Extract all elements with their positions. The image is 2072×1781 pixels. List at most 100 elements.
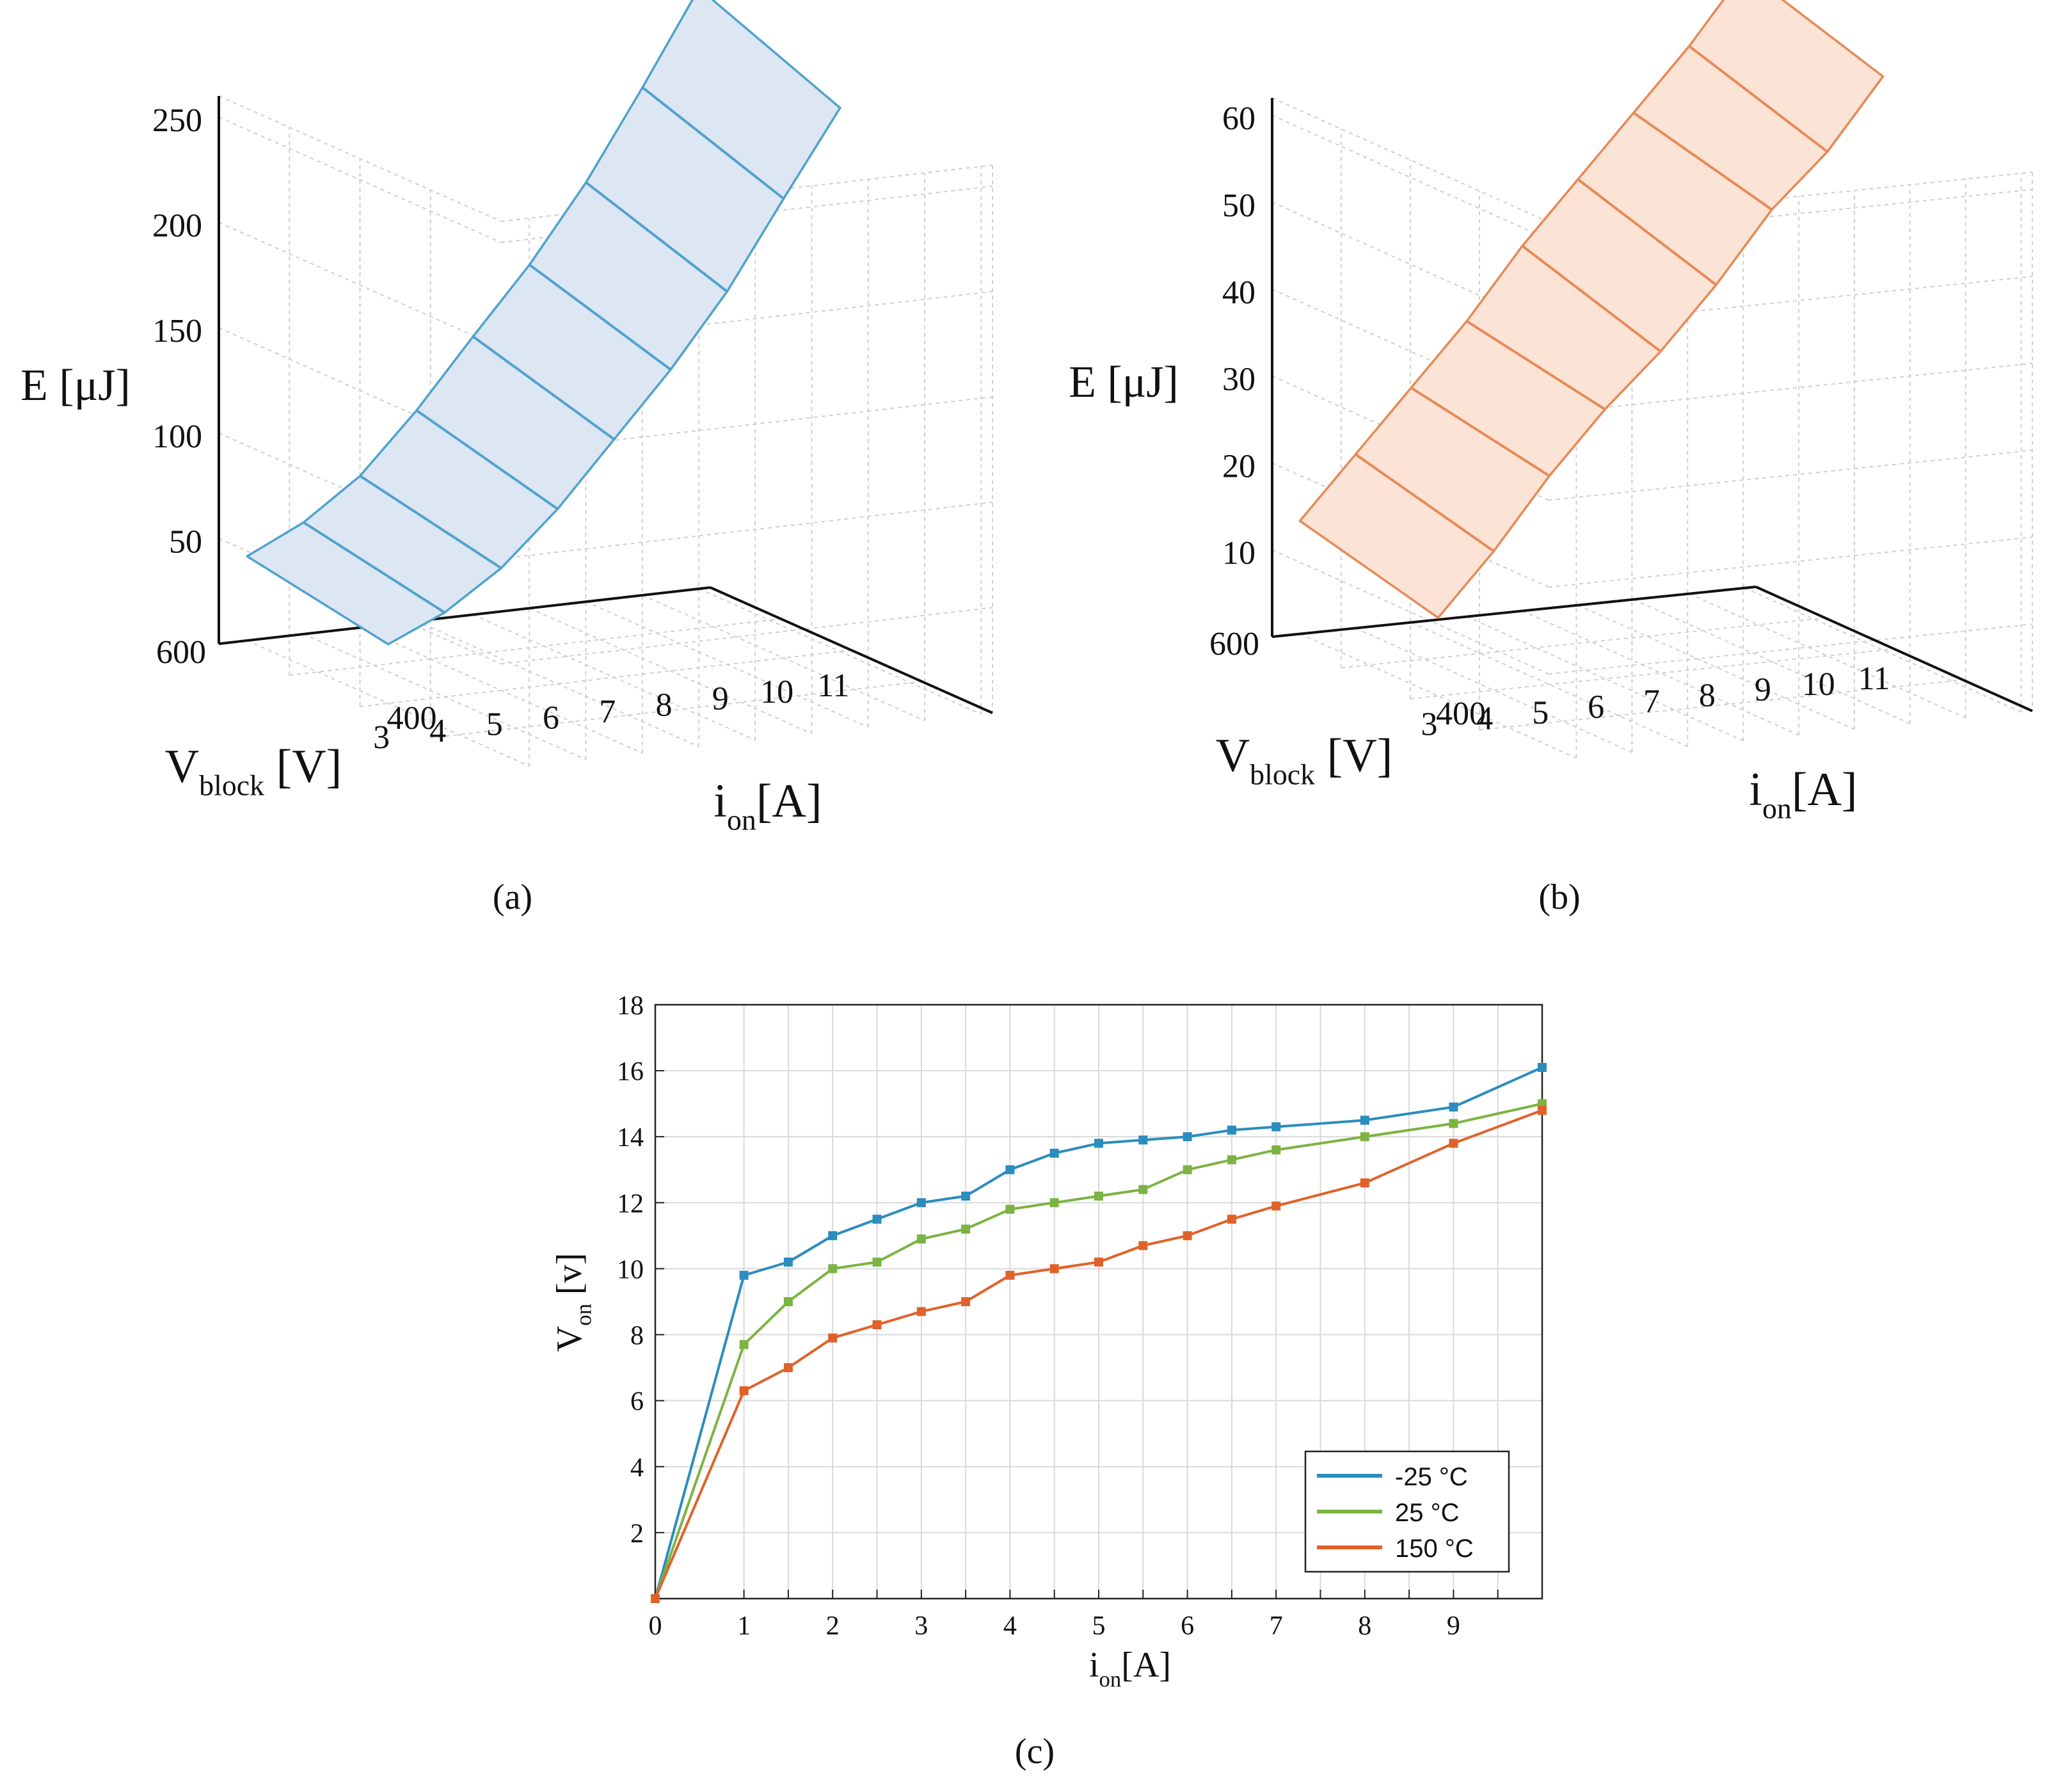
y-tick-label: 12 (617, 1189, 644, 1218)
data-point-marker (1005, 1165, 1015, 1174)
data-point-marker (872, 1320, 882, 1330)
data-point-marker (1538, 1105, 1547, 1115)
i-tick-label: 11 (1858, 660, 1890, 697)
i-tick-label: 3 (373, 719, 390, 756)
legend-entry: 25 °C (1395, 1499, 1460, 1527)
surface-mesh-line (1688, 45, 1828, 153)
y-tick-label: 4 (630, 1453, 644, 1483)
z-tick-label: 20 (1222, 448, 1255, 484)
x-axis-label: ion[A] (1749, 763, 1857, 825)
data-point-marker (651, 1594, 660, 1603)
data-point-marker (1005, 1204, 1015, 1214)
panel-label: (b) (1538, 877, 1580, 917)
side-wall-grid-z-line (218, 221, 502, 349)
x-tick-label: 1 (737, 1611, 751, 1641)
z-axis-label: E [μJ] (20, 361, 131, 410)
data-point-marker (1227, 1155, 1236, 1165)
wall-top-edge (218, 95, 502, 222)
side-wall-grid-z-line (218, 327, 502, 454)
data-point-marker (1138, 1185, 1148, 1194)
x-tick-label: 5 (1092, 1611, 1106, 1641)
surface-mesh-line (1632, 111, 1773, 211)
data-point-marker (961, 1224, 971, 1234)
floor-grid-v-line (1479, 679, 1964, 731)
data-point-marker (828, 1264, 838, 1274)
i-tick-label: 7 (599, 693, 616, 730)
floor-grid-i-line (360, 627, 643, 754)
data-point-marker (1049, 1198, 1059, 1208)
i-tick-label: 6 (1588, 689, 1604, 726)
floor-grid-i-line (529, 607, 812, 735)
z-tick-label: 50 (1222, 188, 1255, 224)
x-tick-label: 2 (826, 1611, 840, 1641)
surface-mesh-line (303, 521, 445, 614)
data-point-marker (828, 1231, 838, 1240)
legend-entry: -25 °C (1395, 1463, 1468, 1491)
data-point-marker (1005, 1270, 1015, 1280)
y-axis-label: Von [v] (550, 1253, 596, 1352)
data-point-marker (1271, 1201, 1281, 1211)
data-point-marker (1271, 1145, 1281, 1154)
i-axis-line (1755, 586, 2033, 712)
back-wall-grid-z-line (1548, 623, 2033, 675)
panel-label: (c) (1015, 1732, 1055, 1771)
x-tick-label: 7 (1270, 1611, 1283, 1641)
data-point-marker (1227, 1125, 1236, 1135)
x-axis-label: ion[A] (1089, 1645, 1171, 1692)
legend-entry: 150 °C (1395, 1535, 1474, 1563)
z-tick-label: 40 (1222, 275, 1255, 311)
data-point-marker (828, 1333, 838, 1343)
data-point-marker (1449, 1102, 1458, 1112)
data-point-marker (1183, 1132, 1192, 1142)
z-tick-label: 30 (1222, 362, 1255, 398)
z-tick-label: 250 (152, 102, 202, 139)
x-tick-label: 9 (1447, 1611, 1460, 1641)
z-tick-label: 50 (169, 523, 202, 560)
surface-mesh-line (585, 181, 728, 293)
z-tick-label: 100 (152, 419, 202, 455)
y-tick-label: 18 (617, 991, 644, 1021)
v-tick-label: 400 (387, 700, 437, 737)
side-wall-grid-z-line (218, 116, 502, 243)
v-axis-line (218, 586, 711, 645)
i-tick-label: 6 (543, 700, 559, 737)
i-tick-label: 10 (1802, 666, 1835, 703)
back-wall-grid-z-line (500, 291, 993, 349)
surface-mesh-line (641, 86, 785, 200)
x-tick-label: 6 (1181, 1611, 1194, 1641)
i-tick-label: 3 (1421, 707, 1437, 743)
floor-grid-v-line (1341, 617, 1826, 669)
data-point-marker (872, 1215, 882, 1224)
data-point-marker (739, 1270, 749, 1280)
x-tick-label: 3 (914, 1611, 928, 1641)
x-tick-label: 4 (1003, 1611, 1017, 1641)
x-tick-label: 8 (1358, 1611, 1371, 1641)
data-point-marker (1049, 1264, 1059, 1274)
data-point-marker (961, 1297, 971, 1306)
i-tick-label: 9 (712, 680, 729, 717)
data-point-marker (739, 1340, 749, 1350)
data-point-marker (1227, 1215, 1236, 1224)
y-tick-label: 8 (630, 1322, 644, 1351)
surface-mesh-line (1577, 178, 1717, 286)
data-point-marker (961, 1192, 971, 1201)
i-tick-label: 11 (817, 667, 849, 704)
data-point-marker (1094, 1192, 1103, 1201)
i-tick-label: 8 (656, 687, 673, 723)
z-axis-label: E [μJ] (1069, 358, 1179, 407)
y-tick-label: 2 (630, 1519, 644, 1549)
data-point-marker (1360, 1115, 1369, 1125)
data-point-marker (916, 1307, 926, 1316)
i-tick-label: 5 (1532, 695, 1549, 731)
data-point-marker (1271, 1122, 1281, 1131)
floor-grid-i-line (416, 620, 699, 747)
data-point-marker (1360, 1178, 1369, 1188)
surface-mesh-line (1410, 387, 1550, 477)
data-point-marker (1138, 1241, 1148, 1250)
surface-mesh-line (415, 409, 559, 510)
y-tick-label: 6 (630, 1387, 644, 1417)
chart-panel-a: 50 100 150 200 250 400 600 3 4 5 6 7 8 9 10 11 E [μJ] Vbl… (20, 0, 993, 917)
data-point-marker (1449, 1138, 1458, 1148)
z-tick-label: 150 (152, 313, 202, 349)
